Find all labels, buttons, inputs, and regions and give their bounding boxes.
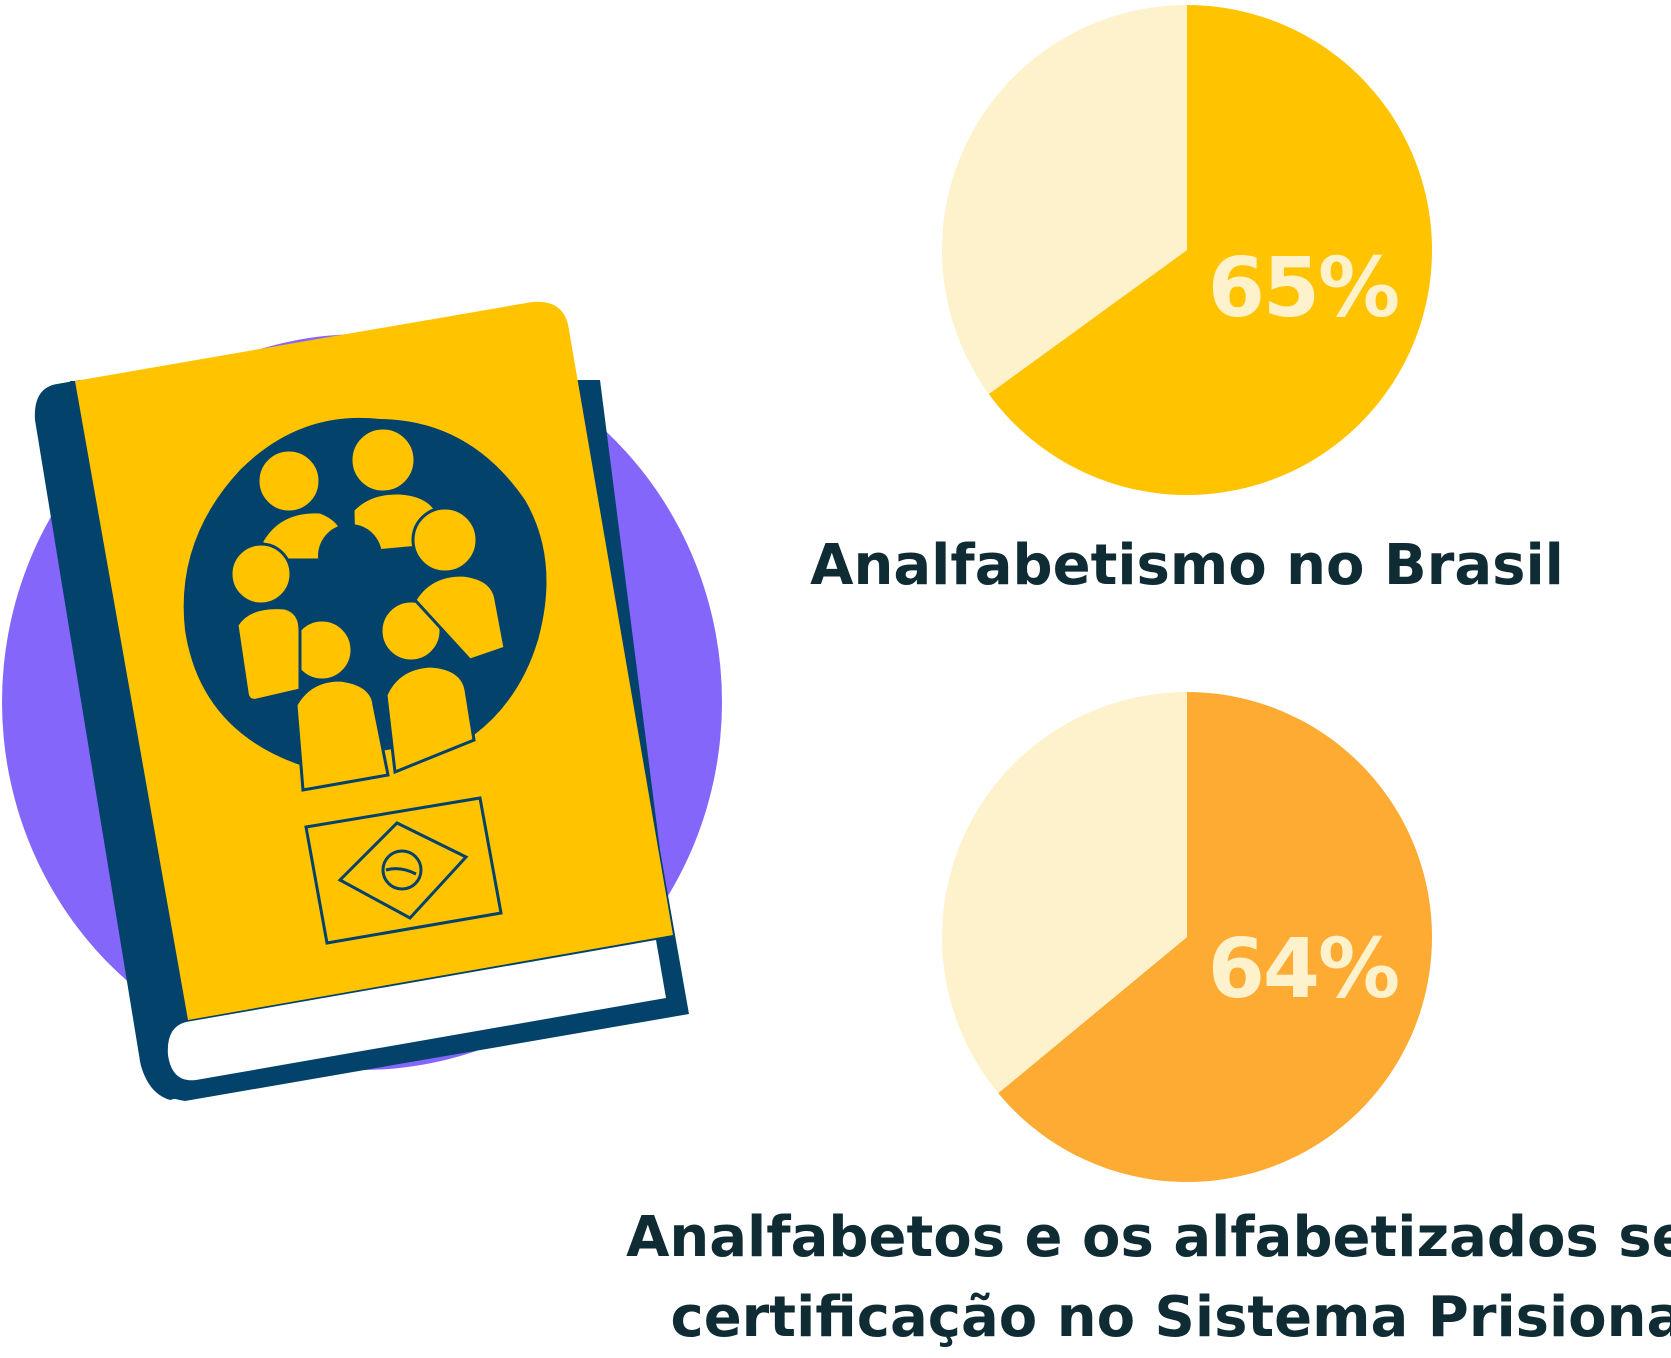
pie1-value-label: 65% (1208, 241, 1398, 336)
book-pages (167, 940, 666, 1081)
brazil-flag-icon (304, 796, 503, 945)
pie1-slice-0 (988, 5, 1432, 496)
pie2-slice-1 (942, 692, 1187, 1094)
pie-chart-prison-illiteracy: 64% (942, 692, 1432, 1182)
pie2-slice-0 (998, 692, 1432, 1182)
pie2-value-label: 64% (1208, 922, 1398, 1017)
pie1-caption: Analfabetismo no Brasil (810, 533, 1564, 598)
pie2-caption-line1: Analfabetos e os alfabetizados sem (626, 1205, 1671, 1270)
book-spine (34, 380, 196, 1100)
people-group-icon (183, 417, 547, 792)
pie2-caption-line2: certificação no Sistema Prisional (671, 1285, 1671, 1350)
pie-chart-illiteracy-brazil: 65% (941, 5, 1432, 496)
book-illustration (2, 301, 722, 1101)
pie1-slice-1 (941, 5, 1187, 395)
book-icon (34, 301, 689, 1101)
pie1-slices (941, 5, 1432, 496)
pie2-slices (942, 692, 1432, 1182)
